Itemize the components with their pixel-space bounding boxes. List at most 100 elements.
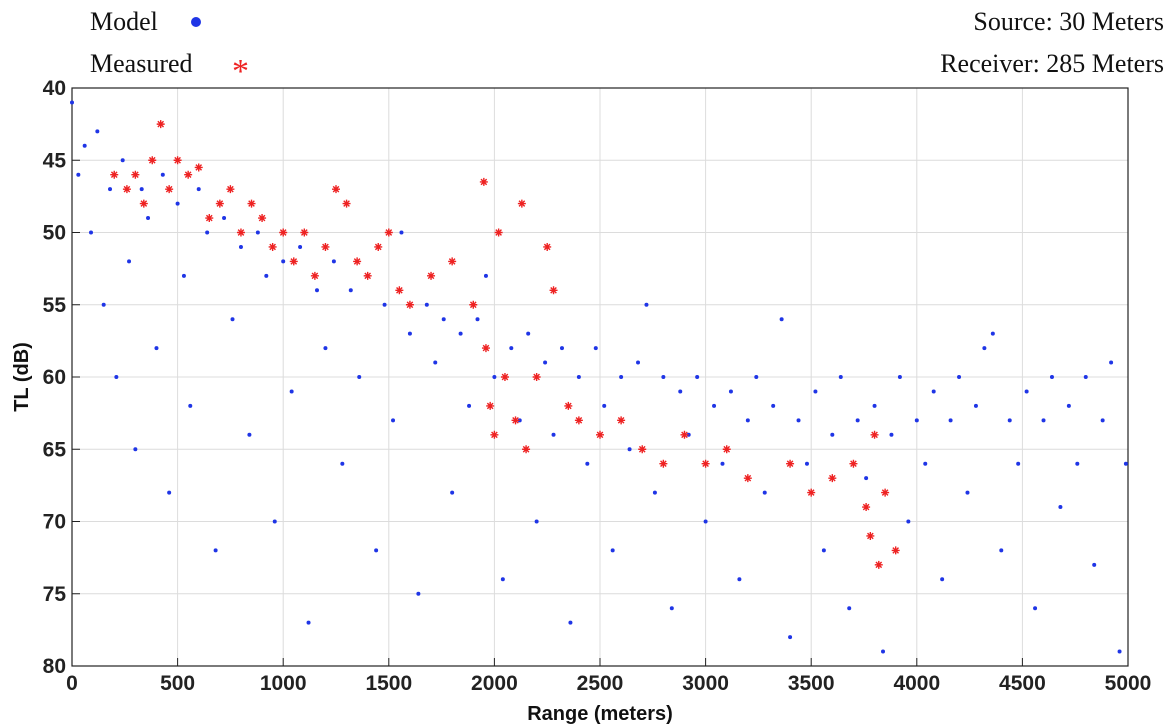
x-tick-label: 2500 <box>577 672 624 695</box>
measured-point <box>353 257 362 266</box>
model-point <box>108 187 113 192</box>
model-point <box>154 346 159 351</box>
model-point <box>669 606 674 611</box>
model-point <box>872 403 877 408</box>
model-point <box>788 635 793 640</box>
measured-point <box>743 474 752 483</box>
model-point <box>222 216 227 221</box>
model-point <box>348 288 353 293</box>
measured-point <box>247 199 256 208</box>
x-tick-label: 1000 <box>260 672 307 695</box>
measured-point <box>849 459 858 468</box>
model-point <box>957 375 962 379</box>
model-point <box>382 302 387 307</box>
legend-marker: * <box>232 53 249 90</box>
model-point <box>167 490 172 495</box>
measured-point <box>374 242 383 251</box>
measured-point <box>500 373 509 381</box>
model-point <box>416 591 421 596</box>
x-tick-label: 3500 <box>788 672 835 695</box>
model-point <box>314 288 319 293</box>
model-point <box>728 389 733 394</box>
model-point <box>897 375 902 379</box>
model-point <box>813 389 818 394</box>
y-tick-label: 60 <box>43 366 66 389</box>
y-tick-label: 55 <box>43 294 67 317</box>
model-point <box>230 317 235 322</box>
model-point <box>559 346 564 351</box>
model-point <box>830 432 835 437</box>
model-point <box>627 447 632 452</box>
model-point <box>517 418 522 423</box>
model-point <box>264 273 269 278</box>
model-point <box>931 389 936 394</box>
measured-point <box>549 286 558 295</box>
measured-point <box>300 228 309 237</box>
model-point <box>526 331 531 336</box>
measured-point <box>807 488 816 497</box>
model-point <box>175 201 180 206</box>
model-point <box>1016 461 1021 466</box>
measured-point <box>881 488 890 497</box>
measured-point <box>891 546 900 555</box>
model-point <box>652 490 657 495</box>
model-point <box>779 317 784 322</box>
measured-point <box>384 228 393 237</box>
x-tick-label: 0 <box>66 672 78 695</box>
model-point <box>424 302 429 307</box>
model-point <box>762 490 767 495</box>
model-point <box>821 548 826 553</box>
legend-marker <box>191 17 201 27</box>
measured-point <box>828 474 837 483</box>
model-point <box>188 403 193 408</box>
model-point <box>923 461 928 466</box>
model-point <box>576 375 581 379</box>
model-point <box>534 519 539 524</box>
model-point <box>568 620 573 625</box>
measured-point <box>194 163 203 172</box>
measured-point <box>532 373 541 381</box>
measured-point <box>574 416 583 425</box>
measured-point <box>722 445 731 454</box>
measured-point <box>279 228 288 237</box>
model-point <box>678 389 683 394</box>
measured-point <box>405 300 414 309</box>
model-point <box>796 418 801 423</box>
measured-point <box>479 177 488 186</box>
model-point <box>238 244 243 249</box>
measured-point <box>131 170 140 179</box>
model-point <box>543 360 548 365</box>
annotation: Source: 30 Meters <box>973 7 1164 36</box>
x-axis-label: Range (meters) <box>527 703 673 725</box>
model-point <box>255 230 260 235</box>
x-tick-label: 500 <box>160 672 195 695</box>
measured-point <box>289 257 298 266</box>
measured-point <box>156 120 165 129</box>
model-point <box>703 519 708 524</box>
model-point <box>1123 461 1128 466</box>
measured-point <box>139 199 148 208</box>
model-point <box>1041 418 1046 423</box>
x-tick-label: 3000 <box>682 672 729 695</box>
model-point <box>999 548 1004 553</box>
model-point <box>906 519 911 524</box>
model-point <box>982 346 987 351</box>
model-point <box>1117 649 1122 654</box>
y-tick-label: 70 <box>43 511 66 534</box>
y-axis-label: TL (dB) <box>11 342 33 412</box>
model-point <box>965 490 970 495</box>
model-point <box>82 143 87 148</box>
model-point <box>973 403 978 408</box>
model-point <box>374 548 379 553</box>
x-tick-label: 2000 <box>471 672 518 695</box>
model-point <box>391 418 396 423</box>
measured-point <box>490 430 499 439</box>
measured-point <box>638 445 647 454</box>
model-point <box>340 461 345 466</box>
measured-point <box>522 445 531 454</box>
y-tick-label: 65 <box>43 438 67 461</box>
measured-point <box>870 430 879 439</box>
model-point <box>120 158 125 163</box>
model-point <box>636 360 641 365</box>
